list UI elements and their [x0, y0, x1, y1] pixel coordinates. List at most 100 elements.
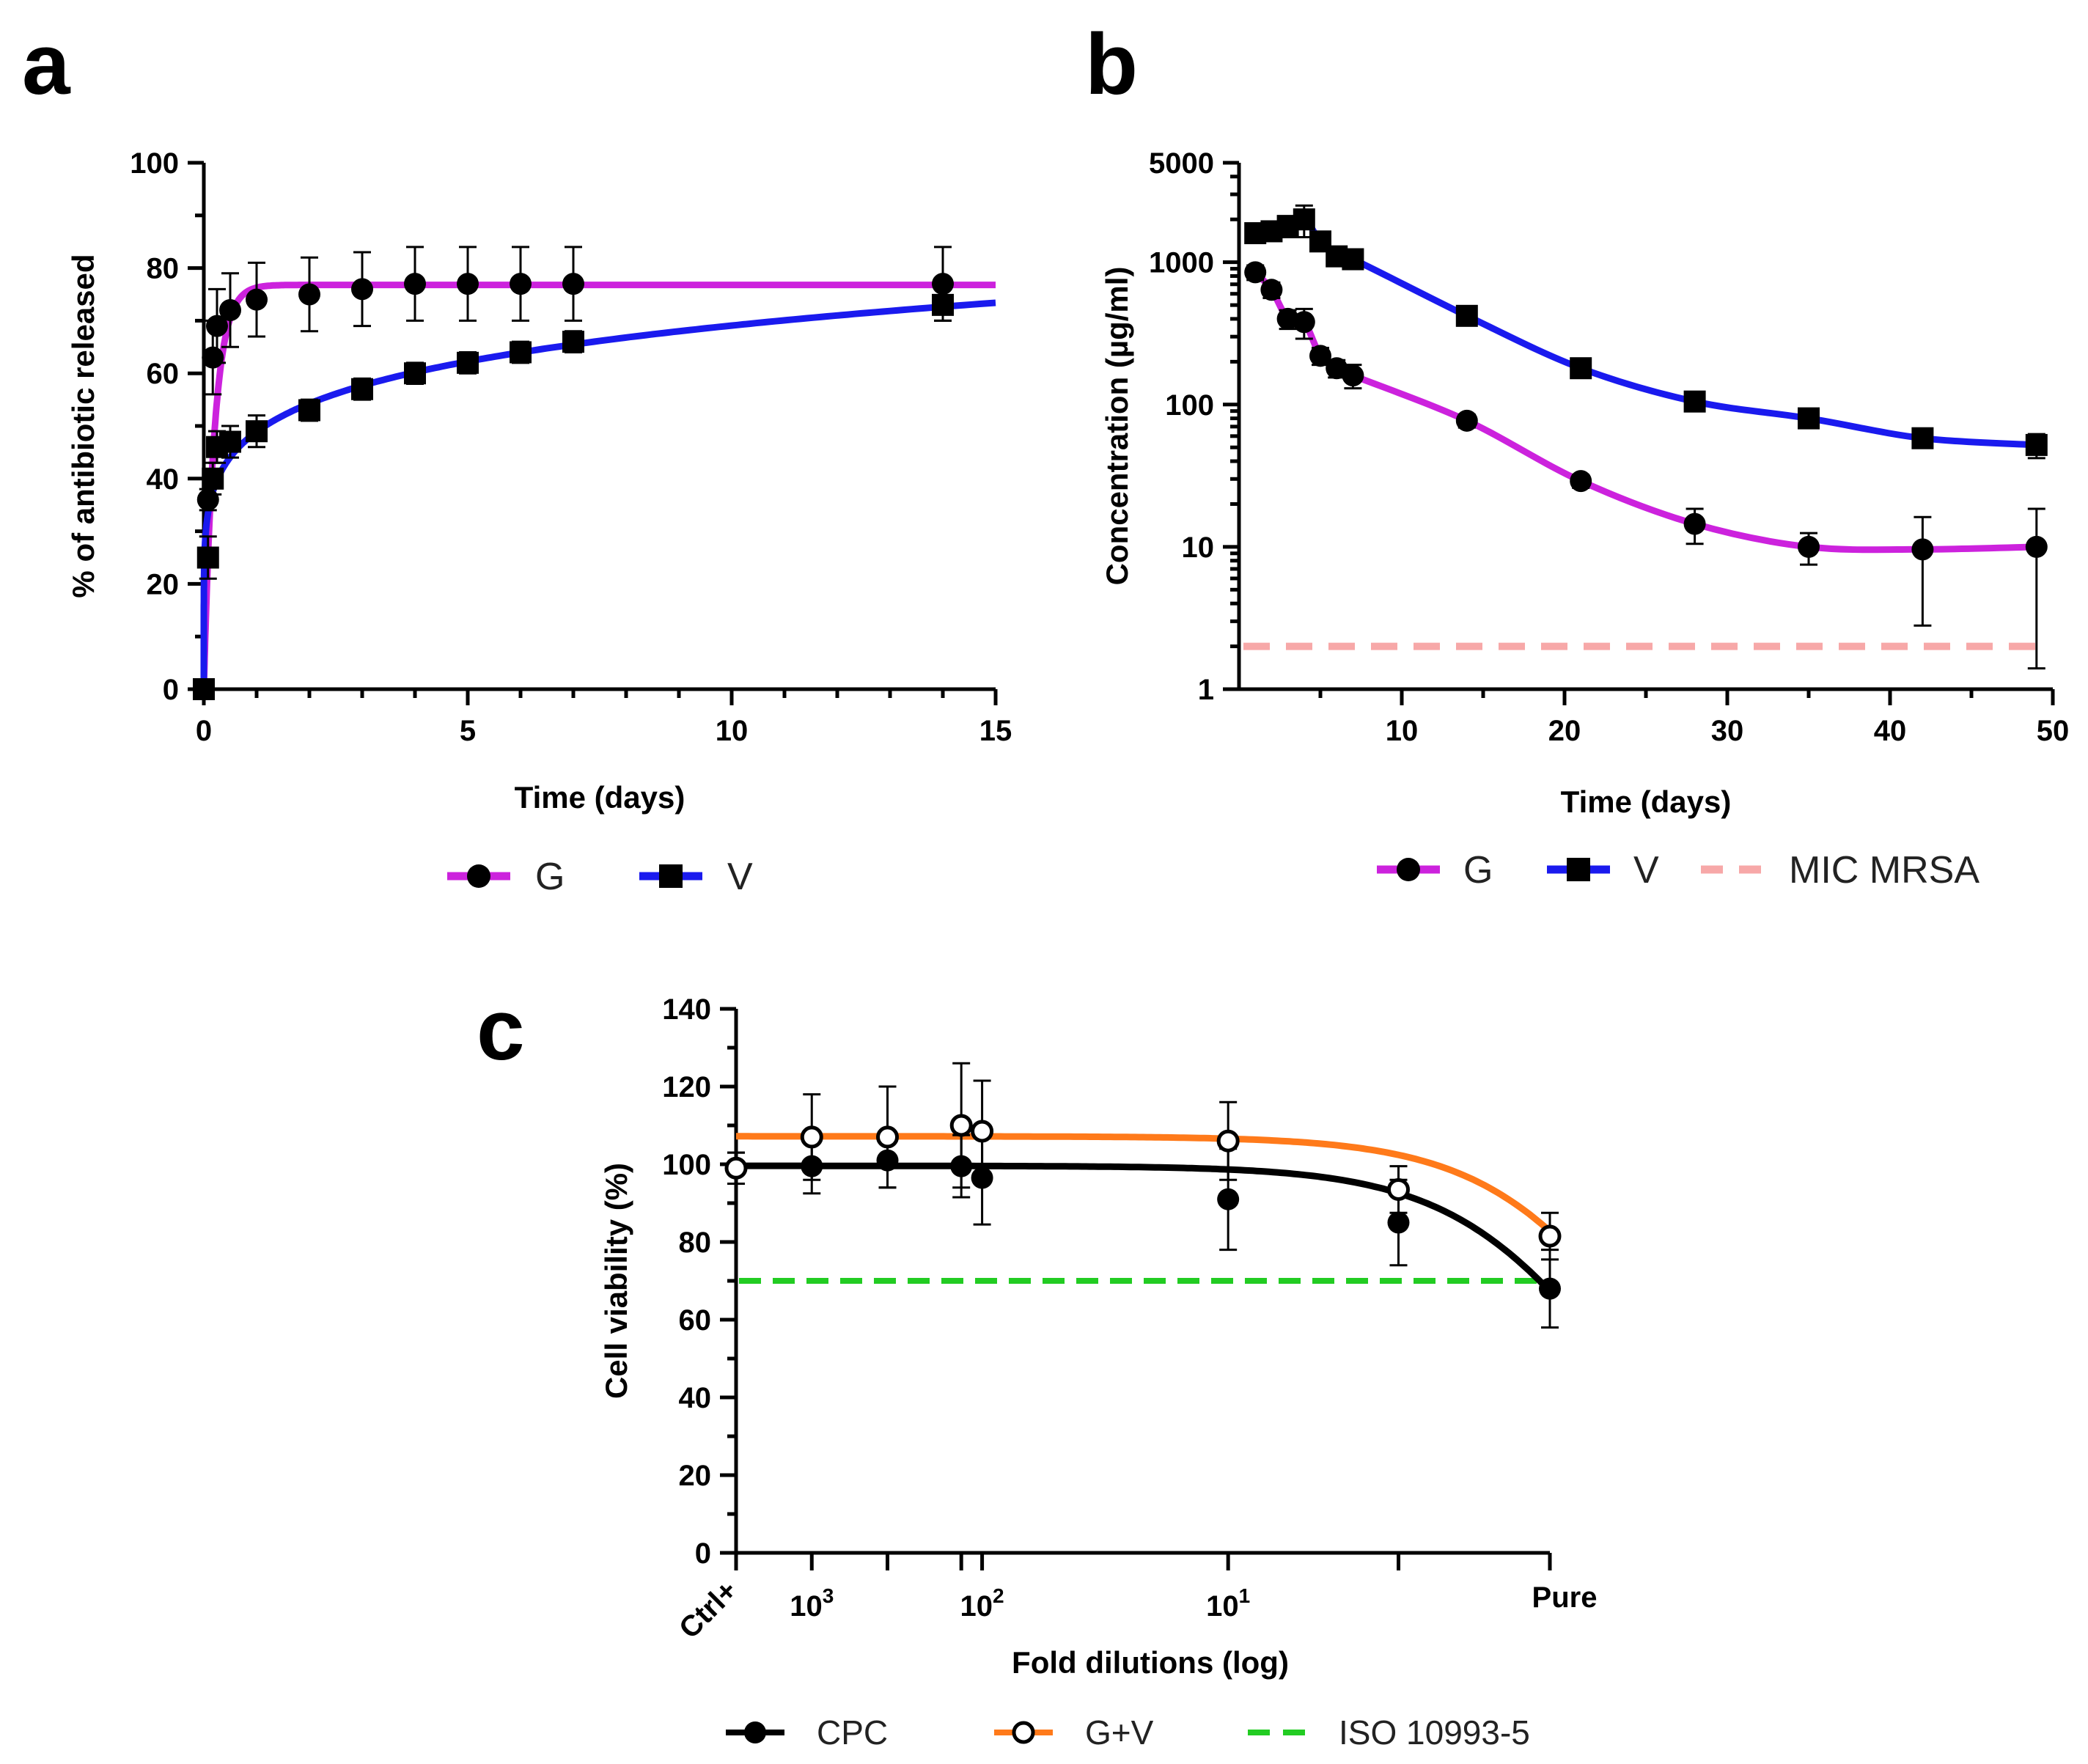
panel-a-x-tick-label: 5	[460, 715, 476, 747]
panel-a-point-G	[196, 488, 219, 511]
panel-a-point-G	[351, 278, 373, 301]
panel-a-point-V	[404, 362, 426, 385]
panel-a-y-tick-label: 20	[147, 568, 180, 600]
panel-c-fit-GV	[736, 1133, 1552, 1234]
panel-c-y-tick-label: 140	[662, 993, 711, 1026]
panel-a-point-V	[219, 430, 241, 453]
panel-letter-b: b	[1085, 16, 1138, 113]
panel-c-y-tick-label: 120	[662, 1071, 711, 1103]
panel-a-y-axis-title: % of antibiotic released	[66, 254, 100, 598]
panel-c-y-tick-label: 40	[679, 1382, 712, 1414]
panel-c-y-axis-title: Cell viability (%)	[599, 1163, 633, 1399]
panel-b-point-G	[1798, 535, 1820, 558]
panel-a-point-G	[202, 346, 224, 369]
panel-a-point-V	[562, 331, 584, 353]
panel-b-point-G	[1293, 311, 1315, 334]
panel-c-point-G+V	[1386, 1177, 1410, 1201]
panel-a-fit-V	[200, 299, 996, 689]
panel-a-point-G	[193, 678, 215, 700]
panel-a-y-tick-label: 80	[147, 253, 180, 285]
panel-a-x-tick-label: 15	[979, 715, 1012, 747]
panel-b-x-axis-title: Time (days)	[1561, 784, 1732, 819]
panel-b-y-tick-label: 5000	[1149, 147, 1214, 180]
panel-c-x-tick-label: 101	[1206, 1584, 1250, 1622]
panel-a-point-G	[932, 273, 954, 295]
panel-b-y-tick-label: 100	[1165, 389, 1214, 422]
panel-c-x-tick-label: 102	[960, 1584, 1004, 1622]
panel-a-y-tick-label: 40	[147, 463, 180, 496]
panel-b-x-tick-label: 10	[1386, 715, 1419, 747]
panel-c-point-G+V	[949, 1114, 973, 1137]
panel-b-errorbar-G	[2027, 507, 2045, 670]
panel-b-point-G	[1455, 409, 1478, 432]
panel-a-y-tick-label: 100	[130, 147, 179, 180]
panel-b-chart: 1 10 100 1000 5000 10 20 30 40 50 Time (days) Conce…	[1100, 147, 2069, 892]
panel-b-point-V	[1570, 357, 1592, 380]
panel-b-legend-label-G: G	[1463, 849, 1493, 892]
panel-b-legend-label-mic: MIC MRSA	[1789, 849, 1979, 892]
panel-a-point-G	[246, 288, 268, 311]
panel-b-x-tick-label: 40	[1874, 715, 1907, 747]
panel-a-chart: 0 20 40 60 80 100 0 5 10 15 Time (days) % of antibi…	[66, 147, 1012, 898]
panel-b-point-V	[1798, 407, 1820, 430]
panel-b-point-V	[1342, 248, 1364, 271]
panel-a-point-V	[246, 420, 268, 443]
panel-c-point-CPC	[1217, 1188, 1240, 1210]
panel-c-x-axis-title: Fold dilutions (log)	[1012, 1645, 1289, 1680]
panel-b-point-G	[1683, 512, 1706, 535]
panel-b-point-V	[1455, 304, 1478, 327]
panel-b-x-tick-label: 30	[1711, 715, 1744, 747]
panel-c-y-tick-label: 60	[679, 1304, 712, 1337]
panel-c-point-G+V	[1216, 1129, 1240, 1153]
panel-b-point-G	[1309, 345, 1331, 367]
panel-c-y-tick-label: 80	[679, 1227, 712, 1259]
panel-a-point-V	[196, 546, 219, 569]
panel-a-legend-label-V: V	[727, 856, 753, 898]
panel-b-legend-marker-G	[1397, 858, 1420, 881]
panel-c-chart: 0 20 40 60 80 100 120 140 Ctrl+ 103 102 101 Pure Fold…	[599, 993, 1597, 1752]
panel-b-line-G	[1252, 270, 2037, 554]
panel-letter-c: c	[477, 982, 525, 1078]
panel-a-point-G	[562, 273, 584, 295]
panel-a-legend-marker-V	[659, 864, 683, 888]
panel-c-fit-CPC	[736, 1162, 1553, 1294]
panel-a-y-tick-label: 60	[147, 358, 180, 390]
panel-c-x-tick-label: 103	[790, 1584, 834, 1622]
panel-a-y-tick-label: 0	[163, 674, 179, 706]
panel-c-y-tick-label: 0	[695, 1537, 711, 1570]
panel-b-x-tick-label: 20	[1548, 715, 1581, 747]
panel-b-x-tick-label: 50	[2037, 715, 2070, 747]
panel-b-y-tick-label: 1	[1198, 674, 1214, 706]
panel-c-point-G+V	[724, 1156, 748, 1180]
panel-a-point-G	[219, 299, 241, 322]
panel-b-point-G	[2025, 535, 2048, 558]
panel-b-point-V	[1911, 427, 1934, 449]
panel-a-point-G	[404, 273, 426, 295]
panel-b-legend-label-V: V	[1633, 849, 1659, 892]
panel-letter-a: a	[22, 16, 71, 113]
panel-b-point-G	[1276, 307, 1299, 330]
panel-b-point-V	[1683, 390, 1706, 413]
panel-c-y-tick-label: 20	[679, 1460, 712, 1492]
panel-a-fit-G	[200, 282, 996, 689]
panel-a-point-V	[202, 467, 224, 490]
panel-a-point-G	[298, 283, 320, 306]
panel-c-x-tick-label-ctrl: Ctrl+	[673, 1574, 743, 1644]
panel-b-point-G	[1911, 538, 1934, 561]
panel-a-x-tick-label: 0	[196, 715, 212, 747]
panel-c-point-G+V	[1538, 1224, 1562, 1248]
panel-a-point-G	[457, 273, 479, 295]
panel-c-y-tick-label: 100	[662, 1149, 711, 1181]
panel-b-y-tick-label: 1000	[1149, 247, 1214, 279]
panel-c-legend-marker-CPC	[744, 1721, 766, 1743]
panel-a-legend-marker-G	[467, 864, 490, 888]
panel-c-legend-label-iso: ISO 10993-5	[1339, 1713, 1530, 1752]
panel-b-line-V	[1254, 215, 2037, 449]
panel-b-point-G	[1244, 261, 1267, 284]
panel-b-point-V	[1293, 208, 1315, 231]
panel-b-point-G	[1570, 470, 1592, 493]
panel-b-point-G	[1342, 364, 1364, 387]
panel-b-errorbar-G	[1914, 515, 1932, 627]
panel-b-y-tick-label: 10	[1182, 532, 1215, 564]
